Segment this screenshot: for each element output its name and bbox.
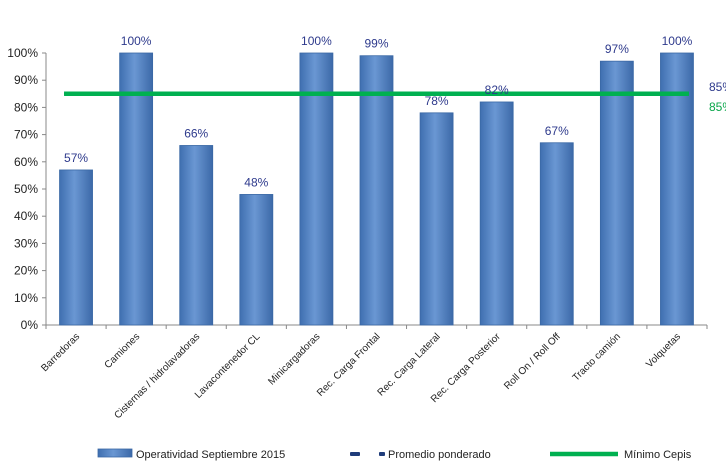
bar-data-label: 100% xyxy=(121,34,152,48)
bar-data-label: 100% xyxy=(301,34,332,48)
bars xyxy=(59,52,694,326)
bar xyxy=(179,145,214,326)
category-label: Lavacontenedor CL xyxy=(193,331,263,401)
y-tick-label: 0% xyxy=(21,318,39,332)
bar-data-label: 67% xyxy=(545,124,569,138)
bar xyxy=(419,112,454,326)
promedio-data-label: 85% xyxy=(709,80,726,94)
y-tick-label: 60% xyxy=(14,155,38,169)
axes: 0% 10% 20% 30% 40% 50% 60% 70% 80% 90% 100% xyxy=(7,46,708,332)
category-label: Tracto camión xyxy=(571,331,623,383)
category-label: Volquetas xyxy=(644,331,683,370)
y-tick-label: 50% xyxy=(14,182,38,196)
bar xyxy=(59,169,93,326)
category-label: Camiones xyxy=(103,331,143,371)
y-tick-label: 70% xyxy=(14,128,38,142)
y-tick-label: 90% xyxy=(14,73,38,87)
bar-data-label: 100% xyxy=(662,34,693,48)
bar xyxy=(479,101,514,326)
y-tick-label: 10% xyxy=(14,291,38,305)
y-tick-label: 80% xyxy=(14,100,38,114)
legend-swatch-promedio xyxy=(350,452,360,456)
bar xyxy=(359,55,394,326)
y-tick-label: 30% xyxy=(14,236,38,250)
bar-data-label: 82% xyxy=(485,83,509,97)
bar-data-label: 78% xyxy=(425,94,449,108)
category-label: Minicargadoras xyxy=(266,331,322,387)
bar xyxy=(599,60,634,326)
bar xyxy=(660,52,694,326)
bar xyxy=(119,52,154,326)
legend-label-operatividad: Operatividad Septiembre 2015 xyxy=(136,449,285,461)
legend-swatch-bar xyxy=(97,448,133,458)
category-label: Barredoras xyxy=(39,331,82,374)
y-tick-label: 20% xyxy=(14,264,38,278)
bar xyxy=(239,194,274,326)
y-tick-label: 40% xyxy=(14,209,38,223)
bar-data-label: 66% xyxy=(184,126,208,140)
bar xyxy=(539,142,574,326)
bar xyxy=(299,52,334,326)
bar-data-label: 99% xyxy=(364,37,388,51)
legend: Operatividad Septiembre 2015 Promedio pon… xyxy=(97,448,692,461)
legend-label-promedio: Promedio ponderado xyxy=(388,449,491,461)
bar-data-label: 57% xyxy=(64,151,88,165)
category-label: Rec. Carga Posterior xyxy=(429,331,503,405)
legend-label-minimo: Mínimo Cepis xyxy=(624,449,692,461)
minimo-data-label: 85% xyxy=(709,100,726,114)
category-label: Roll On / Roll Off xyxy=(502,331,563,392)
data-labels: 57% 100% 66% 48% 100% 99% 78% 82% 67% 97% 100% 85% 8… xyxy=(64,34,726,189)
bar-data-label: 97% xyxy=(605,42,629,56)
y-tick-label: 100% xyxy=(7,46,38,60)
category-label: Rec. Carga Lateral xyxy=(376,331,443,398)
legend-swatch-promedio xyxy=(379,452,385,456)
bar-data-label: 48% xyxy=(244,175,268,189)
category-label: Rec. Carga Frontal xyxy=(315,331,383,399)
